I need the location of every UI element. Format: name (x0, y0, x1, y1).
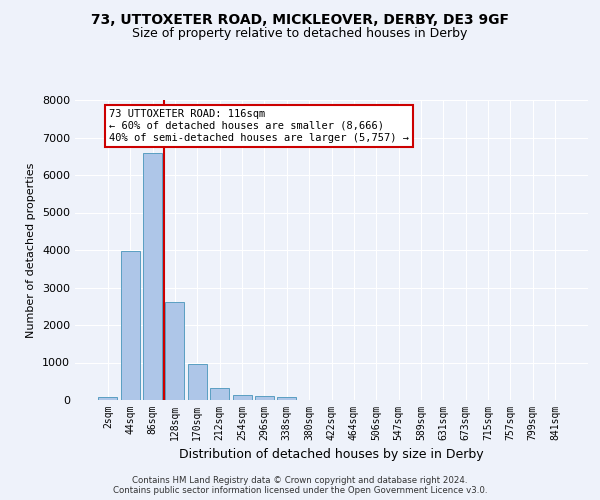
Text: 73, UTTOXETER ROAD, MICKLEOVER, DERBY, DE3 9GF: 73, UTTOXETER ROAD, MICKLEOVER, DERBY, D… (91, 12, 509, 26)
X-axis label: Distribution of detached houses by size in Derby: Distribution of detached houses by size … (179, 448, 484, 462)
Bar (277, 396, 296, 400)
Bar (188, 364, 207, 400)
Bar (166, 302, 184, 400)
Text: 73 UTTOXETER ROAD: 116sqm
← 60% of detached houses are smaller (8,666)
40% of se: 73 UTTOXETER ROAD: 116sqm ← 60% of detac… (109, 110, 409, 142)
Text: Contains HM Land Registry data © Crown copyright and database right 2024.
Contai: Contains HM Land Registry data © Crown c… (113, 476, 487, 495)
Bar (233, 395, 251, 400)
Bar (210, 388, 229, 400)
Bar (255, 396, 274, 400)
Bar (143, 152, 162, 400)
Bar (98, 397, 118, 400)
Text: Size of property relative to detached houses in Derby: Size of property relative to detached ho… (133, 28, 467, 40)
Bar (121, 251, 140, 400)
Y-axis label: Number of detached properties: Number of detached properties (26, 162, 37, 338)
